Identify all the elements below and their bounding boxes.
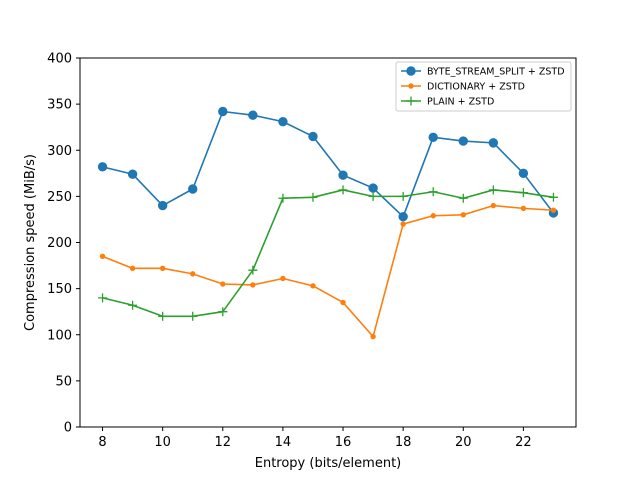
series-layer: [97, 106, 559, 340]
x-tick-label: 16: [335, 435, 352, 450]
legend-label: DICTIONARY + ZSTD: [427, 82, 525, 93]
x-tick-label: 18: [395, 435, 412, 450]
series-2: [98, 185, 558, 321]
data-point: [308, 131, 318, 142]
data-point: [458, 193, 468, 203]
x-tick-label: 8: [98, 435, 106, 450]
data-point: [157, 200, 168, 211]
series-line: [102, 110, 555, 218]
data-point: [490, 202, 497, 209]
data-point: [428, 132, 438, 143]
axes-border: [79, 57, 577, 428]
data-point: [218, 106, 228, 117]
data-point: [308, 192, 318, 202]
data-point: [338, 170, 348, 180]
data-point: [97, 162, 108, 172]
series-line: [102, 189, 554, 318]
data-point: [338, 185, 348, 195]
data-point: [428, 187, 438, 197]
data-point: [158, 311, 168, 321]
data-point: [248, 265, 258, 275]
data-point: [548, 192, 558, 202]
x-tick-label: 14: [275, 435, 292, 450]
y-tick-label: 50: [55, 374, 72, 389]
data-point: [278, 193, 288, 203]
plot-area: [79, 57, 577, 428]
y-tick-label: 200: [47, 236, 72, 251]
data-point: [188, 184, 198, 194]
legend-box: [395, 61, 572, 112]
y-tick-label: 350: [47, 98, 72, 113]
legend-item: BYTE_STREAM_SPLIT + ZSTD: [401, 66, 565, 78]
y-tick-label: 150: [47, 282, 72, 297]
x-tick-label: 22: [515, 435, 532, 450]
data-point: [398, 191, 408, 201]
data-point: [398, 211, 408, 222]
data-point: [518, 168, 529, 179]
data-point: [127, 169, 138, 179]
data-point: [280, 275, 286, 282]
x-tick-label: 12: [215, 435, 232, 450]
legend-item: DICTIONARY + ZSTD: [401, 82, 525, 93]
data-point: [368, 183, 378, 193]
series-0: [97, 106, 559, 222]
legend-marker: [406, 96, 416, 106]
data-point: [488, 185, 498, 195]
data-point: [488, 138, 499, 148]
data-point: [520, 205, 527, 212]
y-tick-label: 100: [47, 328, 72, 343]
legend-label: PLAIN + ZSTD: [427, 97, 494, 108]
y-tick-label: 400: [47, 52, 72, 67]
data-point: [458, 136, 468, 146]
data-point: [368, 191, 378, 201]
x-axis-label: Entropy (bits/element): [255, 456, 402, 471]
x-tick-label: 10: [154, 435, 171, 450]
data-point: [400, 221, 406, 227]
data-point: [340, 299, 346, 306]
data-point: [190, 271, 196, 277]
data-point: [188, 311, 198, 321]
data-point: [310, 283, 316, 289]
ticks-layer: 8 10 12 14 16 18 20 22 0 50 100 150 200 250 300 350 400: [47, 52, 531, 451]
data-point: [98, 293, 108, 303]
legend-item: PLAIN + ZSTD: [401, 96, 494, 108]
data-point: [128, 300, 138, 310]
legend-marker: [406, 66, 416, 76]
data-point: [218, 307, 228, 317]
legend-label: BYTE_STREAM_SPLIT + ZSTD: [427, 67, 565, 78]
data-point: [250, 282, 256, 288]
data-point: [460, 212, 466, 218]
data-point: [550, 207, 557, 213]
data-point: [248, 110, 258, 120]
y-axis-label: Compression speed (MiB/s): [23, 154, 38, 331]
x-tick-label: 20: [455, 435, 472, 450]
y-tick-label: 250: [47, 190, 72, 205]
data-point: [129, 265, 136, 272]
legend-marker: [408, 83, 414, 89]
data-point: [518, 188, 528, 198]
series-line: [102, 204, 554, 338]
data-point: [278, 116, 288, 127]
y-tick-label: 300: [47, 144, 72, 159]
legend: BYTE_STREAM_SPLIT + ZSTD DICTIONARY + ZST…: [395, 61, 572, 112]
y-tick-label: 0: [64, 421, 72, 436]
data-point: [159, 265, 166, 272]
data-point: [99, 253, 106, 260]
data-point: [370, 333, 376, 340]
data-point: [220, 281, 226, 287]
series-1: [99, 202, 557, 340]
data-point: [430, 213, 436, 219]
